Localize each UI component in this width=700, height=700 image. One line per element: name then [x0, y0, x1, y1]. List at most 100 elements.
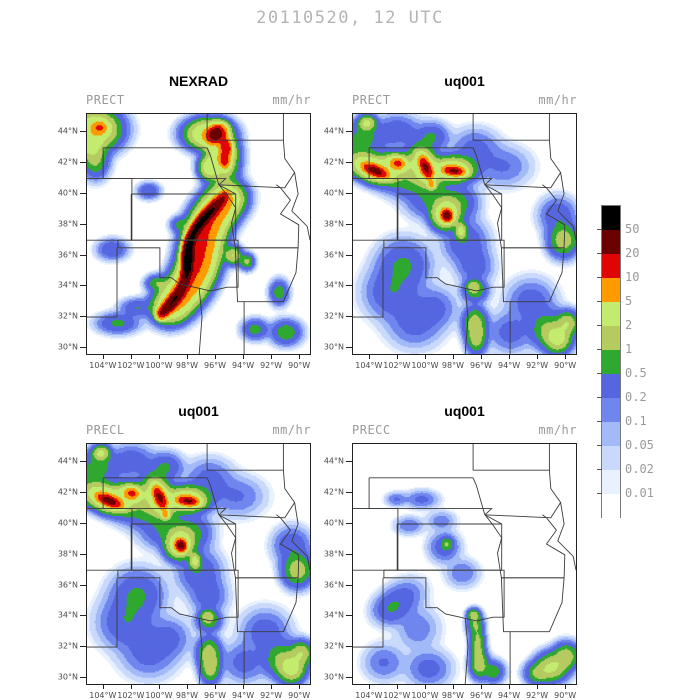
panel-variable-label: PRECT [86, 93, 125, 107]
colorbar-band [601, 205, 621, 230]
x-axis-tick [186, 684, 188, 689]
y-axis-tick [346, 316, 352, 318]
colorbar-band [601, 278, 621, 302]
y-axis-tick [346, 615, 352, 617]
y-axis-tick [346, 131, 352, 133]
y-axis-label: 44°N [57, 456, 78, 466]
y-axis-label: 30°N [323, 672, 344, 682]
map-plot-area[interactable] [86, 113, 311, 355]
x-axis-label: 92°W [260, 361, 283, 370]
panel-variable-label: PRECC [352, 423, 391, 437]
x-axis-tick [243, 684, 245, 689]
colorbar[interactable]: 50 20 10 5 2 1 0.5 0.2 0.1 0.05 0.02 0.01 [597, 205, 654, 518]
x-axis-label: 100°W [145, 691, 173, 700]
x-axis-label: 96°W [203, 691, 227, 700]
x-axis-tick [565, 684, 567, 689]
panel-units-label: mm/hr [538, 423, 577, 437]
x-axis-tick [158, 354, 160, 359]
x-axis-tick [537, 684, 539, 689]
precip-field [87, 114, 310, 354]
colorbar-tick [597, 253, 602, 254]
y-axis-label: 32°N [57, 311, 78, 321]
y-axis-tick [80, 584, 86, 586]
y-axis-label: 34°N [323, 610, 344, 620]
x-axis-label: 94°W [498, 691, 521, 700]
y-axis-label: 36°N [57, 580, 78, 590]
y-axis-label: 38°N [57, 219, 78, 229]
y-axis-tick [346, 492, 352, 494]
x-axis-tick [424, 684, 426, 689]
map-plot-area[interactable] [352, 113, 577, 355]
x-axis-label: 104°W [89, 361, 117, 370]
panel-uq001-precc: uq001 PRECC mm/hr 104°W 102°W 100°W 98°W 96°W 94… [324, 403, 577, 700]
x-axis-tick [537, 354, 539, 359]
x-axis-label: 100°W [411, 361, 439, 370]
panel-units-label: mm/hr [272, 423, 311, 437]
y-axis-tick [80, 615, 86, 617]
colorbar-tick [597, 493, 602, 494]
colorbar-band [601, 398, 621, 422]
y-axis-tick [346, 676, 352, 678]
y-axis-label: 42°N [57, 157, 78, 167]
x-axis-tick [509, 684, 511, 689]
map-plot-area[interactable] [352, 443, 577, 685]
x-axis-label: 104°W [355, 361, 383, 370]
x-axis-label: 102°W [117, 691, 145, 700]
y-axis-tick [80, 346, 86, 348]
y-axis-tick [346, 346, 352, 348]
y-axis-label: 32°N [57, 641, 78, 651]
x-axis-label: 90°W [288, 361, 311, 370]
x-axis-label: 94°W [498, 361, 521, 370]
y-axis-tick [346, 193, 352, 194]
x-axis-tick [452, 354, 454, 359]
y-axis-tick [346, 223, 352, 225]
x-axis-label: 98°W [175, 361, 199, 370]
x-axis-label: 100°W [145, 361, 173, 370]
y-axis-tick [346, 285, 352, 287]
colorbar-label: 5 [625, 294, 633, 308]
x-axis-tick [243, 354, 245, 359]
figure-title: 20110520, 12 UTC [256, 8, 444, 28]
y-axis-label: 32°N [323, 641, 344, 651]
x-axis-label: 98°W [441, 361, 465, 370]
y-axis-label: 44°N [323, 456, 344, 466]
colorbar-tick [597, 397, 602, 398]
x-axis-tick [102, 354, 104, 359]
x-axis-tick [565, 354, 567, 359]
x-axis-tick [396, 354, 398, 359]
y-axis-tick [346, 254, 352, 256]
colorbar-tick [597, 325, 602, 326]
x-axis-tick [102, 684, 104, 689]
y-axis-label: 38°N [323, 219, 344, 229]
colorbar-band [601, 254, 621, 278]
colorbar-band [601, 494, 621, 518]
map-plot-area[interactable] [86, 443, 311, 685]
y-axis-tick [346, 584, 352, 586]
colorbar-tick [597, 349, 602, 350]
x-axis-tick [481, 354, 483, 359]
y-axis-tick [80, 285, 86, 287]
y-axis-tick [346, 162, 352, 164]
colorbar-label: 0.02 [625, 462, 654, 476]
colorbar-label: 50 [625, 222, 640, 236]
panel-title: uq001 [444, 73, 485, 89]
y-axis-label: 36°N [323, 580, 344, 590]
y-axis-tick [80, 461, 86, 463]
y-axis-label: 34°N [323, 280, 344, 290]
x-axis-tick [424, 354, 426, 359]
colorbar-label: 2 [625, 318, 633, 332]
y-axis-tick [346, 523, 352, 524]
y-axis-label: 40°N [57, 188, 78, 198]
colorbar-label: 1 [625, 342, 633, 356]
colorbar-tick [597, 445, 602, 446]
x-axis-label: 90°W [554, 691, 577, 700]
x-axis-label: 90°W [554, 361, 577, 370]
colorbar-band [601, 230, 621, 254]
colorbar-band [601, 350, 621, 374]
x-axis-label: 102°W [117, 361, 145, 370]
colorbar-label: 10 [625, 270, 640, 284]
colorbar-label: 0.2 [625, 390, 647, 404]
y-axis-tick [80, 492, 86, 494]
y-axis-label: 32°N [323, 311, 344, 321]
x-axis-label: 100°W [411, 691, 439, 700]
